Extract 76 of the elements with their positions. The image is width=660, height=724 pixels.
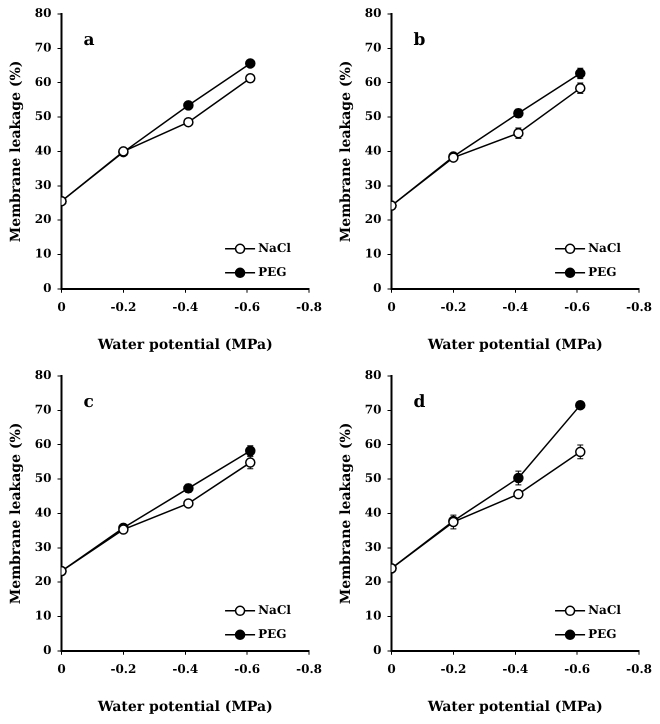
y-tick-label: 80 [34, 6, 52, 20]
x-tick-label: -0.2 [440, 300, 466, 314]
x-tick-label: -0.2 [110, 662, 136, 676]
y-tick-label: 60 [34, 436, 52, 451]
y-tick-label: 30 [34, 540, 52, 554]
y-tick-label: 0 [43, 280, 52, 295]
y-tick-label: 0 [373, 280, 382, 295]
x-tick-label: 0 [57, 300, 66, 314]
y-tick-label: 80 [364, 368, 382, 382]
x-tick-label: 0 [387, 300, 396, 314]
legend-label: NaCl [258, 240, 292, 255]
legend-label: NaCl [258, 602, 292, 617]
y-tick-label: 40 [34, 144, 52, 158]
y-axis-title: Membrane leakage (%) [8, 422, 24, 604]
text: a [84, 30, 95, 50]
x-tick-label: -0.2 [440, 662, 466, 676]
y-tick-label: 0 [373, 642, 382, 657]
y-tick-label: 40 [364, 506, 382, 520]
legend-label: PEG [588, 626, 616, 641]
y-tick-label: 50 [364, 471, 382, 486]
y-tick-label: 50 [34, 109, 52, 124]
x-tick-label: 0 [387, 662, 396, 676]
y-tick-label: 70 [34, 402, 52, 416]
y-tick-label: 40 [34, 506, 52, 520]
y-axis-title: Membrane leakage (%) [338, 422, 354, 604]
legend-label: NaCl [588, 240, 622, 255]
x-axis-title: Water potential (MPa) [96, 337, 273, 354]
legend-label: PEG [588, 264, 616, 279]
y-tick-label: 80 [364, 6, 382, 20]
y-tick-label: 70 [364, 402, 382, 416]
x-tick-label: -0.4 [172, 300, 198, 314]
y-tick-label: 30 [364, 540, 382, 554]
x-tick-label: -0.8 [296, 300, 322, 314]
y-axis-title: Membrane leakage (%) [338, 60, 354, 242]
x-tick-label: -0.6 [564, 662, 590, 676]
y-tick-label: 10 [34, 608, 52, 623]
y-tick-label: 50 [34, 471, 52, 486]
y-tick-label: 60 [364, 436, 382, 451]
y-tick-label: 70 [364, 40, 382, 54]
x-tick-label: -0.4 [502, 300, 528, 314]
x-tick-label: -0.6 [564, 300, 590, 314]
y-tick-label: 0 [43, 642, 52, 657]
y-tick-label: 10 [364, 246, 382, 261]
y-tick-label: 30 [34, 178, 52, 192]
y-tick-label: 50 [364, 109, 382, 124]
y-tick-label: 20 [34, 574, 52, 588]
text: c [84, 392, 94, 412]
y-tick-label: 60 [364, 74, 382, 89]
x-axis-title: Water potential (MPa) [426, 699, 603, 716]
text: b [414, 30, 426, 50]
x-tick-label: -0.6 [234, 662, 260, 676]
y-tick-label: 10 [34, 246, 52, 261]
x-tick-label: -0.2 [110, 300, 136, 314]
y-tick-label: 30 [364, 178, 382, 192]
x-tick-label: -0.8 [296, 662, 322, 676]
y-tick-label: 40 [364, 144, 382, 158]
y-tick-label: 20 [364, 212, 382, 226]
x-tick-label: -0.4 [172, 662, 198, 676]
x-tick-label: -0.4 [502, 662, 528, 676]
legend-label: PEG [258, 264, 286, 279]
y-tick-label: 10 [364, 608, 382, 623]
legend-label: NaCl [588, 602, 622, 617]
x-tick-label: -0.8 [626, 662, 652, 676]
x-tick-label: 0 [57, 662, 66, 676]
y-tick-label: 80 [34, 368, 52, 382]
legend-label: PEG [258, 626, 286, 641]
x-tick-label: -0.6 [234, 300, 260, 314]
y-tick-label: 60 [34, 74, 52, 89]
y-tick-label: 20 [34, 212, 52, 226]
y-tick-label: 70 [34, 40, 52, 54]
x-tick-label: -0.8 [626, 300, 652, 314]
text: d [414, 392, 426, 412]
x-axis-title: Water potential (MPa) [96, 699, 273, 716]
y-axis-title: Membrane leakage (%) [8, 60, 24, 242]
x-axis-title: Water potential (MPa) [426, 337, 603, 354]
y-tick-label: 20 [364, 574, 382, 588]
